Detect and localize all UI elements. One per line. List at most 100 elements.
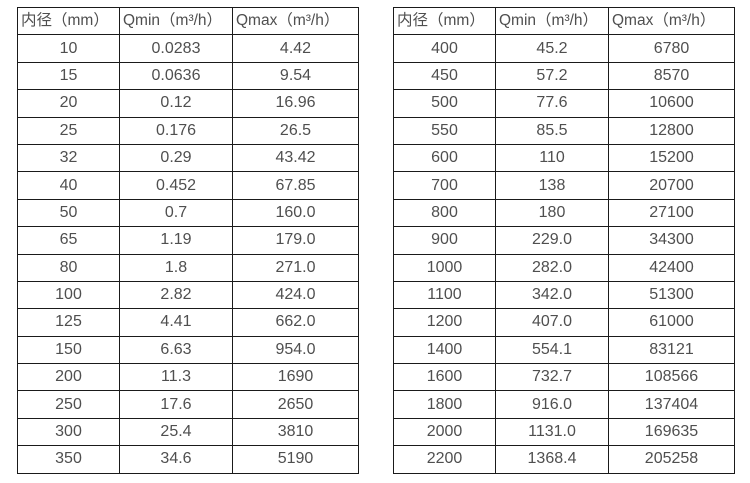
cell: 1.8 <box>119 253 233 282</box>
cell: 4.42 <box>232 34 359 63</box>
table-row: 32 0.29 43.42 <box>17 143 359 173</box>
cell: 50 <box>17 198 120 228</box>
cell: 700 <box>393 171 496 200</box>
cell: 137404 <box>608 390 735 419</box>
cell: 916.0 <box>495 390 609 419</box>
cell: 554.1 <box>495 335 609 365</box>
table-row: 200 11.3 1690 <box>17 363 359 392</box>
table-row: 450 57.2 8570 <box>393 61 735 91</box>
column-header: Qmax（m³/h） <box>608 6 735 36</box>
cell: 300 <box>17 417 120 447</box>
header-row: 内径（mm） Qmin（m³/h） Qmax（m³/h） <box>393 6 735 36</box>
cell: 51300 <box>608 280 735 310</box>
cell: 900 <box>393 226 496 255</box>
cell: 2000 <box>393 417 496 447</box>
cell: 229.0 <box>495 226 609 255</box>
table-row: 2200 1368.4 205258 <box>393 445 735 474</box>
cell: 179.0 <box>232 226 359 255</box>
cell: 1400 <box>393 335 496 365</box>
cell: 1000 <box>393 253 496 282</box>
cell: 732.7 <box>495 363 609 392</box>
cell: 43.42 <box>232 143 359 173</box>
column-header: Qmin（m³/h） <box>119 6 233 36</box>
cell: 77.6 <box>495 89 609 118</box>
cell: 42400 <box>608 253 735 282</box>
cell: 20 <box>17 89 120 118</box>
cell: 8570 <box>608 61 735 91</box>
cell: 16.96 <box>232 89 359 118</box>
cell: 6.63 <box>119 335 233 365</box>
cell: 450 <box>393 61 496 91</box>
cell: 600 <box>393 143 496 173</box>
cell: 250 <box>17 390 120 419</box>
column-header: 内径（mm） <box>17 6 120 36</box>
table-row: 40 0.452 67.85 <box>17 171 359 200</box>
cell: 85.5 <box>495 116 609 145</box>
cell: 45.2 <box>495 34 609 63</box>
table-row: 600 110 15200 <box>393 143 735 173</box>
cell: 0.452 <box>119 171 233 200</box>
cell: 9.54 <box>232 61 359 91</box>
cell: 17.6 <box>119 390 233 419</box>
cell: 1.19 <box>119 226 233 255</box>
cell: 407.0 <box>495 308 609 337</box>
column-header: 内径（mm） <box>393 6 496 36</box>
table-row: 300 25.4 3810 <box>17 417 359 447</box>
table-row: 80 1.8 271.0 <box>17 253 359 282</box>
cell: 125 <box>17 308 120 337</box>
table-row: 350 34.6 5190 <box>17 445 359 474</box>
cell: 108566 <box>608 363 735 392</box>
cell: 1600 <box>393 363 496 392</box>
cell: 100 <box>17 280 120 310</box>
cell: 15200 <box>608 143 735 173</box>
column-header: Qmax（m³/h） <box>232 6 359 36</box>
table-row: 550 85.5 12800 <box>393 116 735 145</box>
table-row: 1000 282.0 42400 <box>393 253 735 282</box>
cell: 1131.0 <box>495 417 609 447</box>
cell: 67.85 <box>232 171 359 200</box>
cell: 400 <box>393 34 496 63</box>
cell: 2650 <box>232 390 359 419</box>
cell: 0.0283 <box>119 34 233 63</box>
cell: 83121 <box>608 335 735 365</box>
cell: 10600 <box>608 89 735 118</box>
table-row: 150 6.63 954.0 <box>17 335 359 365</box>
cell: 0.176 <box>119 116 233 145</box>
table-row: 1800 916.0 137404 <box>393 390 735 419</box>
cell: 150 <box>17 335 120 365</box>
cell: 1200 <box>393 308 496 337</box>
cell: 57.2 <box>495 61 609 91</box>
cell: 550 <box>393 116 496 145</box>
cell: 27100 <box>608 198 735 228</box>
cell: 25 <box>17 116 120 145</box>
cell: 500 <box>393 89 496 118</box>
cell: 954.0 <box>232 335 359 365</box>
cell: 34.6 <box>119 445 233 474</box>
cell: 350 <box>17 445 120 474</box>
table-row: 125 4.41 662.0 <box>17 308 359 337</box>
cell: 205258 <box>608 445 735 474</box>
cell: 20700 <box>608 171 735 200</box>
cell: 34300 <box>608 226 735 255</box>
cell: 1690 <box>232 363 359 392</box>
cell: 0.0636 <box>119 61 233 91</box>
cell: 3810 <box>232 417 359 447</box>
cell: 12800 <box>608 116 735 145</box>
cell: 1100 <box>393 280 496 310</box>
table-row: 1400 554.1 83121 <box>393 335 735 365</box>
cell: 2.82 <box>119 280 233 310</box>
cell: 0.29 <box>119 143 233 173</box>
cell: 61000 <box>608 308 735 337</box>
table-row: 1200 407.0 61000 <box>393 308 735 337</box>
table-row: 65 1.19 179.0 <box>17 226 359 255</box>
cell: 4.41 <box>119 308 233 337</box>
cell: 6780 <box>608 34 735 63</box>
cell: 169635 <box>608 417 735 447</box>
table-row: 400 45.2 6780 <box>393 34 735 63</box>
table-row: 500 77.6 10600 <box>393 89 735 118</box>
cell: 11.3 <box>119 363 233 392</box>
cell: 2200 <box>393 445 496 474</box>
table-row: 25 0.176 26.5 <box>17 116 359 145</box>
cell: 0.7 <box>119 198 233 228</box>
